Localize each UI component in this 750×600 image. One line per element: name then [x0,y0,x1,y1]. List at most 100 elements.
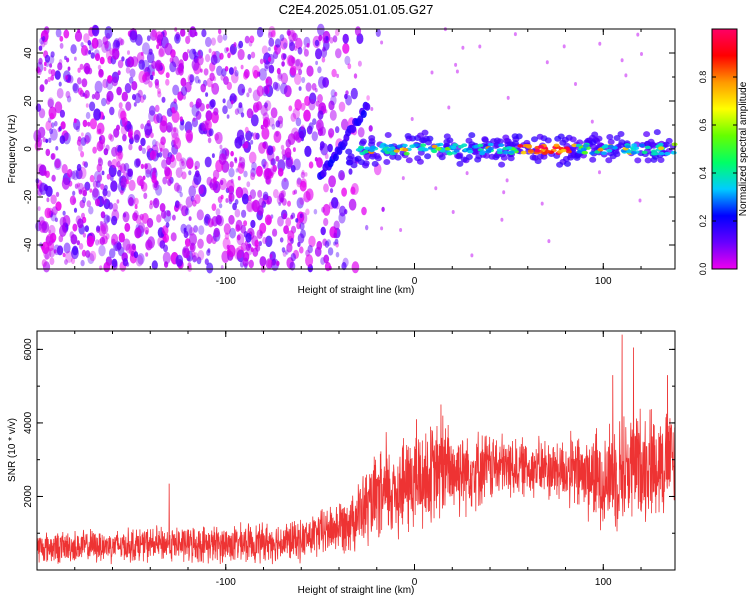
noise-blob [640,52,643,56]
noise-blob [304,145,312,157]
noise-blob [79,90,85,97]
noise-blob [97,64,102,70]
noise-blob [49,112,55,120]
noise-blob [234,157,238,162]
band-outer-blob [424,153,432,160]
band-core-blob [582,150,588,155]
spectrogram-y-axis-label: Frequency (Hz) [7,115,18,184]
noise-blob [194,75,200,84]
band-outer-blob [502,134,510,141]
noise-blob [328,175,336,188]
noise-blob [189,233,197,246]
noise-blob [180,86,188,96]
noise-blob [226,81,232,91]
noise-blob [319,141,325,149]
noise-blob [194,165,198,170]
colorbar-ticks: 0.0 0.2 0.4 0.6 0.8 [698,28,738,275]
noise-blob [76,240,81,246]
noise-blob [156,214,162,223]
noise-blob [94,80,103,94]
band-outer-blob [404,133,412,139]
band-core-blob [624,144,631,149]
noise-blob [228,167,235,178]
band-core-blob [553,143,560,148]
noise-blob [122,211,130,223]
noise-blob [317,110,324,120]
noise-blob [243,220,248,227]
noise-blob [116,86,122,96]
noise-blob [116,161,121,168]
noise-blob [226,179,235,193]
noise-blob [277,72,283,81]
noise-blob [175,152,182,162]
noise-blob [180,77,187,87]
noise-blob [103,261,111,273]
noise-blob [77,67,81,73]
noise-blob [149,74,154,81]
noise-blob [198,184,207,197]
noise-blob [90,52,95,59]
noise-blob [280,144,285,150]
noise-blob [70,170,76,180]
noise-blob [226,47,229,52]
noise-blob [160,136,166,146]
noise-blob [165,222,170,228]
noise-blob [238,162,242,168]
noise-blob [191,104,200,117]
noise-blob [242,143,246,149]
spectrogram-ticks: -100 0 100 -40 -20 0 20 40 [23,28,675,287]
noise-blob [138,70,147,83]
noise-blob [39,84,45,92]
colorbar-tick-label: 0.4 [698,167,708,180]
noise-blob [241,193,249,205]
noise-blob [317,94,323,103]
noise-blob [117,150,124,160]
noise-blob [237,48,245,61]
band-outer-blob [589,156,597,163]
band-core-blob [368,148,375,153]
spectrogram-x-axis-label: Height of straight line (km) [298,285,415,296]
noise-blob [179,116,183,122]
noise-blob [42,137,46,143]
noise-blob [197,250,205,261]
noise-blob [160,210,167,219]
band-outer-blob [536,133,544,140]
noise-blob [204,156,212,168]
noise-blob [50,69,56,77]
noise-blob [96,174,103,183]
noise-blob [333,232,338,239]
noise-blob [339,172,345,181]
noise-blob [54,101,63,114]
noise-blob [222,33,228,41]
noise-blob [42,261,51,273]
noise-blob [122,258,129,267]
band-core-blob [597,147,604,152]
noise-blob [61,164,68,174]
band-outer-blob [465,137,473,144]
noise-blob [180,158,184,164]
noise-blob [111,260,118,270]
noise-blob [289,41,296,52]
noise-blob [50,194,57,205]
noise-blob [323,254,330,264]
noise-blob [228,194,233,200]
band-core-blob [431,144,438,149]
noise-blob [172,84,180,96]
noise-blob [465,171,469,176]
snr-panel: -100 0 100 2000 4000 6000 Height of straight … [7,330,676,596]
noise-blob [91,93,96,100]
noise-blob [305,254,314,267]
noise-blob [201,29,207,38]
noise-blob [88,206,94,215]
band-core-blob [487,146,494,151]
band-core-blob [479,151,486,156]
band-outer-blob [371,160,379,167]
noise-blob [278,192,285,203]
colorbar: 0.0 0.2 0.4 0.6 0.8 Normalized spectral ampl… [698,28,749,275]
noise-blob [134,158,141,168]
noise-blob [624,73,628,78]
noise-blob [69,231,75,239]
noise-blob [99,136,102,141]
noise-blob [140,137,146,147]
noise-blob [380,226,384,231]
